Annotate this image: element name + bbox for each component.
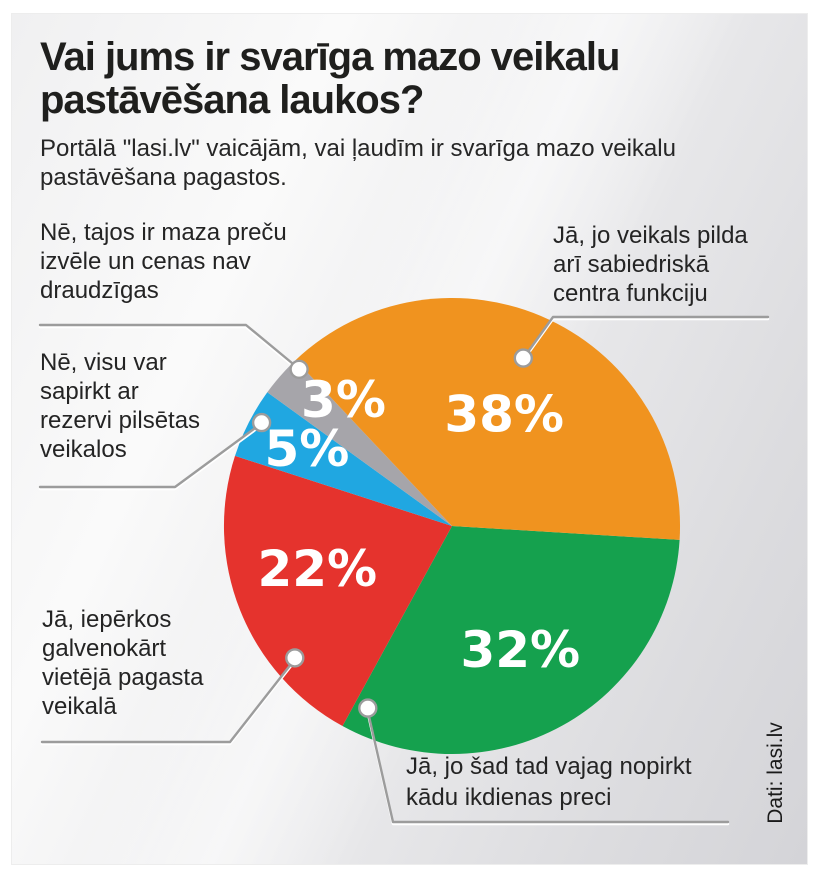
label-slice-blue: Nē, visu var sapirkt ar rezervi pilsētas… <box>40 349 201 463</box>
label-slice-orange: Jā, jo veikals pilda arī sabiedriskā cen… <box>553 222 748 307</box>
subtitle: Portālā "lasi.lv" vaicājām, vai ļaudīm i… <box>40 135 676 191</box>
label-slice-green: Jā, jo šad tad vajag nopirkt kādu ikdien… <box>406 753 692 811</box>
label-slice-gray: Nē, tajos ir maza preču izvēle un cenas … <box>40 219 287 304</box>
page-title: Vai jums ir svarīga mazo veikalu pastāvē… <box>40 35 620 122</box>
source-credit: Dati: lasi.lv <box>764 722 787 824</box>
label-slice-red: Jā, iepērkos galvenokārt vietējā pagasta… <box>42 606 204 720</box>
